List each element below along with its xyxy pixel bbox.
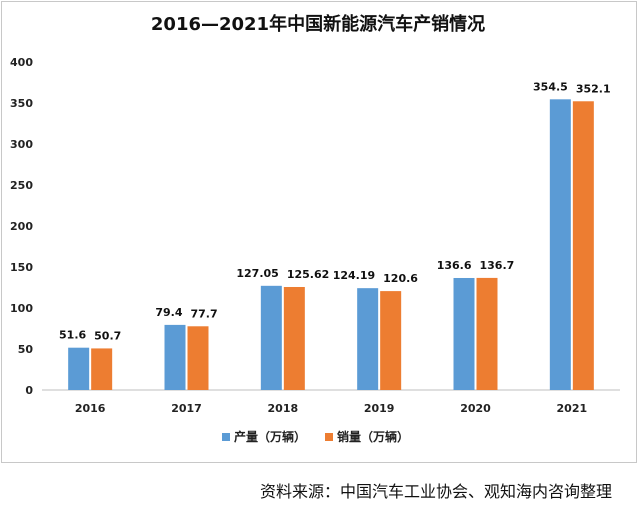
x-tick-label: 2021 (557, 402, 588, 415)
legend-label: 产量（万辆） (234, 429, 306, 444)
bar-production-2019 (357, 288, 379, 390)
x-tick-label: 2019 (364, 402, 395, 415)
data-label: 352.1 (576, 82, 611, 95)
y-axis-ticks: 0 50 100 150 200 250 300 350 400 (10, 56, 33, 397)
data-label: 136.6 (437, 259, 472, 272)
legend-label: 销量（万辆） (337, 429, 409, 444)
bar-sales-2018 (283, 286, 305, 390)
data-label: 77.7 (191, 307, 218, 320)
y-tick-label: 200 (10, 220, 33, 233)
data-label: 51.6 (59, 329, 86, 342)
y-tick-label: 150 (10, 261, 33, 274)
bars: 51.6 50.7 79.4 77.7 127.05 125.62 124.19 120.6 1… (59, 80, 611, 390)
legend-swatch (325, 433, 333, 441)
chart-title: 2016—2021年中国新能源汽车产销情况 (150, 14, 486, 35)
bar-production-2020 (453, 277, 475, 390)
bar-production-2021 (549, 99, 571, 390)
y-tick-label: 0 (25, 384, 33, 397)
data-label: 354.5 (533, 80, 568, 93)
bar-sales-2020 (476, 277, 498, 390)
y-tick-label: 400 (10, 56, 33, 69)
data-label: 120.6 (383, 272, 418, 285)
y-tick-label: 50 (18, 343, 34, 356)
bar-sales-2019 (380, 291, 402, 390)
bar-production-2016 (68, 347, 90, 390)
legend-swatch (222, 433, 230, 441)
data-label: 125.62 (287, 268, 329, 281)
source-note: 资料来源：中国汽车工业协会、观知海内咨询整理 (259, 482, 612, 501)
data-label: 124.19 (333, 269, 375, 282)
y-tick-label: 100 (10, 302, 33, 315)
x-tick-label: 2017 (171, 402, 202, 415)
x-axis-ticks: 2016 2017 2018 2019 2020 2021 (75, 402, 587, 415)
bar-sales-2016 (91, 348, 113, 390)
bar-production-2017 (164, 324, 186, 390)
data-label: 127.05 (236, 267, 278, 280)
x-tick-label: 2018 (268, 402, 299, 415)
bar-production-2018 (260, 285, 282, 390)
y-tick-label: 250 (10, 179, 33, 192)
x-tick-label: 2016 (75, 402, 106, 415)
y-tick-label: 350 (10, 97, 33, 110)
legend: 产量（万辆） 销量（万辆） (222, 429, 409, 444)
bar-sales-2017 (187, 326, 209, 390)
x-tick-label: 2020 (460, 402, 491, 415)
data-label: 79.4 (155, 306, 182, 319)
data-label: 50.7 (94, 329, 121, 342)
data-label: 136.7 (480, 259, 515, 272)
y-tick-label: 300 (10, 138, 33, 151)
bar-chart: 0 50 100 150 200 250 300 350 400 51.6 50.7 79.4 77.… (10, 56, 620, 444)
bar-sales-2021 (572, 101, 594, 390)
